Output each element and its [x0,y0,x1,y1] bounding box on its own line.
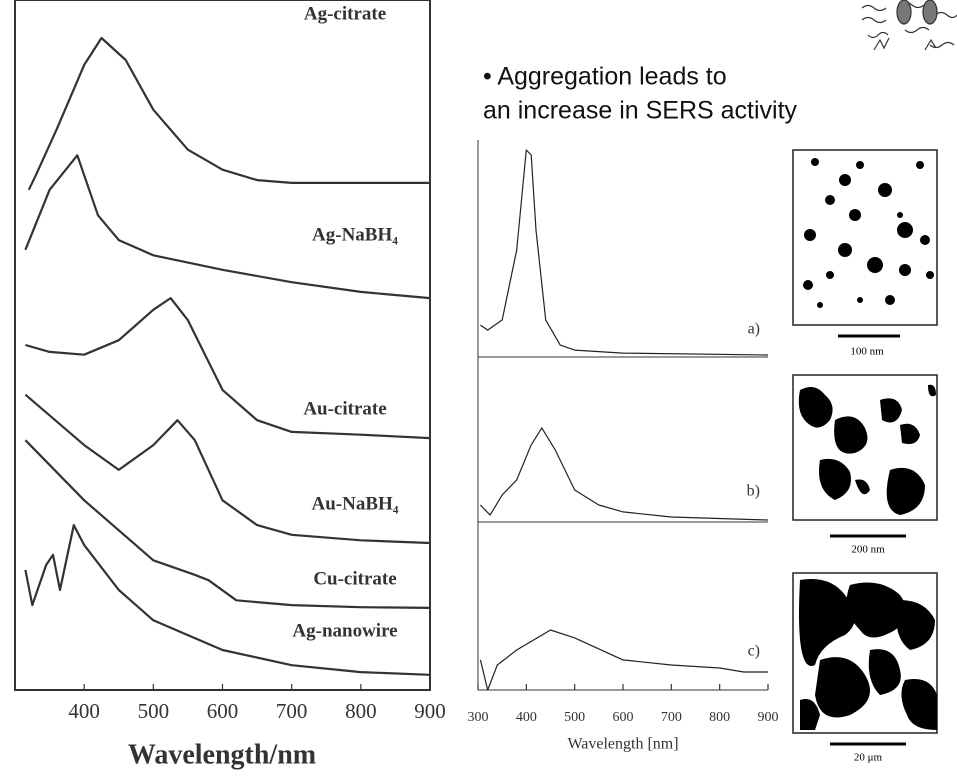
x-tick-label: 500 [564,710,585,725]
spectrum-line [479,629,768,691]
x-tick-label: 600 [207,699,239,723]
series-label: Ag-nanowire [292,620,397,641]
spectrum-line [24,154,431,300]
x-tick-label: 900 [414,699,446,723]
x-tick-label: 500 [138,699,170,723]
x-tick-label: 400 [68,699,100,723]
series-label: c) [748,643,760,660]
heading-line: • Aggregation leads to [483,63,727,91]
x-axis-label: Wavelength [nm] [567,736,678,753]
x-axis-label: Wavelength/nm [128,739,316,770]
series-label: Ag-citrate [304,3,386,24]
x-tick-label: 300 [468,710,489,725]
x-tick-label: 800 [709,710,730,725]
series-label: b) [747,483,760,500]
molecule-icon [861,0,957,51]
series-label: Cu-citrate [313,568,396,589]
x-tick-label: 700 [276,699,308,723]
series-label: Au-citrate [303,398,386,419]
spectrum-line [479,427,769,521]
x-tick-label: 600 [613,710,634,725]
tem-image [792,374,938,538]
tem-image [792,149,938,338]
x-tick-label: 400 [516,710,537,725]
spectrum-line [480,149,769,356]
x-tick-label: 900 [758,710,779,725]
series-label: Ag-NaBH₄ [312,224,398,245]
tem-image [792,572,938,746]
x-tick-label: 700 [661,710,682,725]
scale-label: 20 μm [854,752,883,764]
spectrum-line [27,36,430,191]
spectrum-line [24,393,431,545]
spectrum-line [25,297,431,440]
scale-label: 100 nm [850,346,884,358]
heading-line: an increase in SERS activity [483,97,798,125]
series-label: a) [748,321,760,338]
spectrum-line [24,524,431,676]
spectrum-line [24,439,431,609]
series-label: Au-NaBH₄ [312,493,399,514]
x-tick-label: 800 [345,699,377,723]
scale-label: 200 nm [851,544,885,556]
